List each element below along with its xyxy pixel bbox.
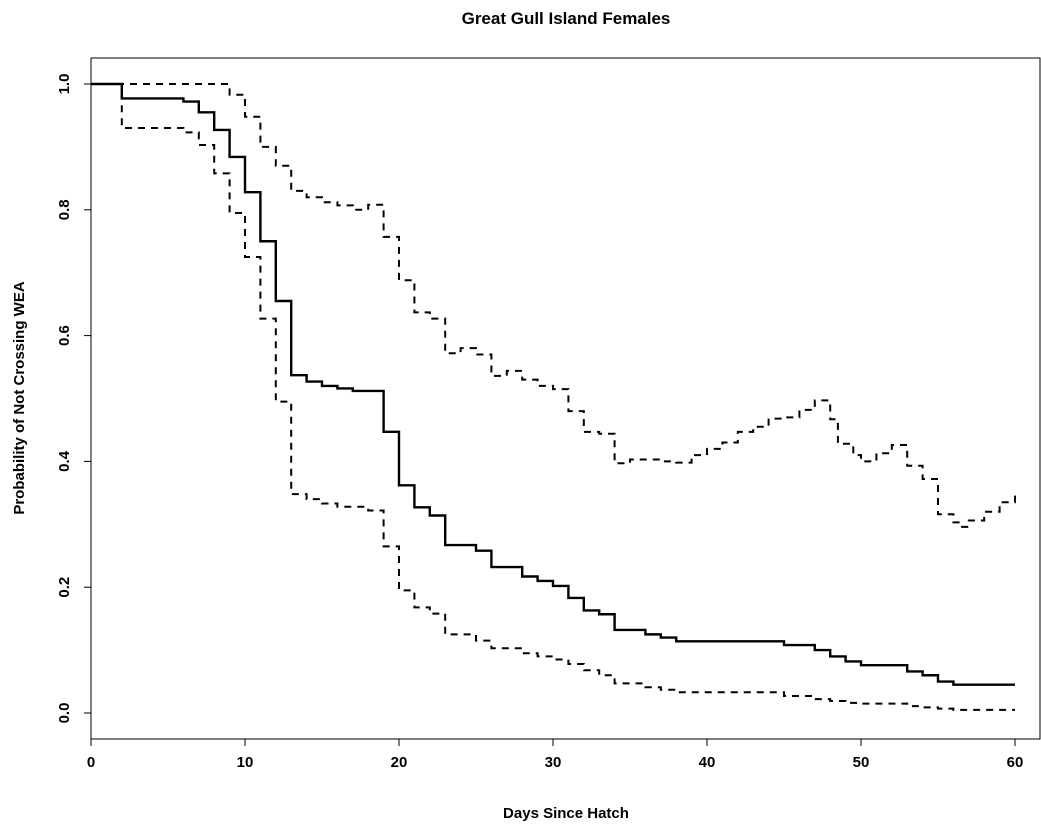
x-tick-label: 60 [1007, 754, 1024, 771]
y-tick-label: 0.0 [56, 703, 73, 724]
x-ticks: 0 10 20 30 40 50 60 [87, 739, 1024, 771]
x-tick-label: 30 [545, 754, 562, 771]
x-axis-title: Days Since Hatch [503, 805, 629, 822]
chart-title: Great Gull Island Females [462, 9, 671, 28]
y-tick-label: 0.2 [56, 577, 73, 598]
y-tick-label: 0.4 [56, 450, 73, 472]
series-layer [91, 82, 1016, 711]
x-tick-label: 40 [699, 754, 716, 771]
confidence-bound-line-1 [91, 83, 1015, 711]
x-tick-label: 10 [237, 754, 254, 771]
survival-estimate-line [91, 82, 1015, 686]
x-tick-label: 20 [391, 754, 408, 771]
plot-frame [90, 57, 1041, 740]
x-tick-label: 0 [87, 754, 95, 771]
y-axis-title: Probability of Not Crossing WEA [11, 281, 28, 515]
x-tick-label: 50 [853, 754, 870, 771]
confidence-bound-line-2 [91, 83, 1016, 528]
y-tick-label: 1.0 [56, 74, 73, 95]
y-ticks: 0.0 0.2 0.4 0.6 0.8 1.0 [56, 74, 91, 724]
y-tick-label: 0.6 [56, 325, 73, 346]
y-tick-label: 0.8 [56, 199, 73, 220]
